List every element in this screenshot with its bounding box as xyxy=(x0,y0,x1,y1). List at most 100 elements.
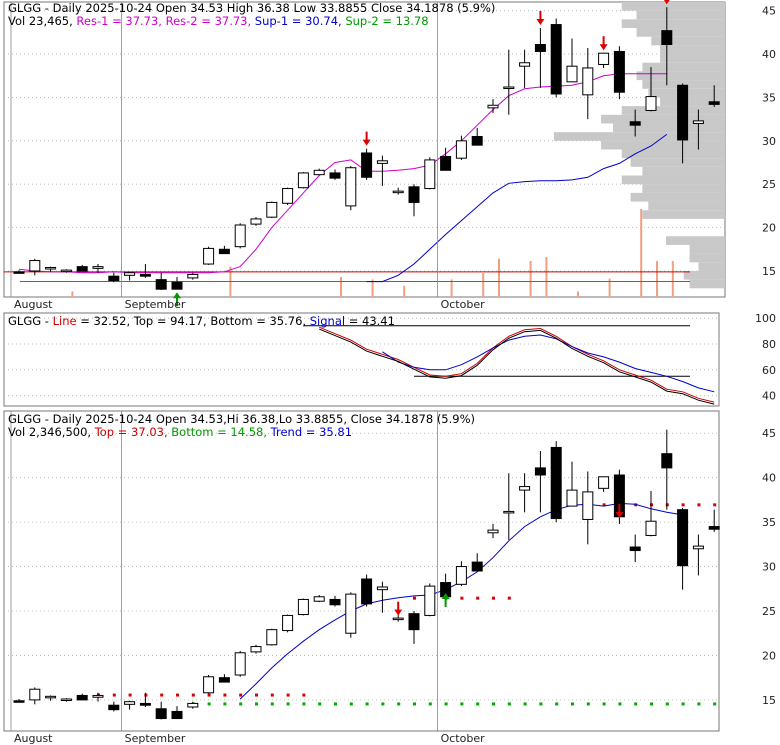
price-candle xyxy=(519,62,531,67)
volume-profile-bar xyxy=(636,10,725,20)
volume-profile-bar xyxy=(689,244,725,254)
oscillator-panel: 40 60 80 100 GLGG - Line = 32.52, Top = 94.… xyxy=(3,312,776,407)
price-candle xyxy=(708,101,720,105)
price-candle xyxy=(503,86,515,90)
trend-candle xyxy=(424,585,436,616)
trend-candle xyxy=(550,446,562,520)
bottom-dot xyxy=(223,702,227,706)
bottom-dot xyxy=(413,702,416,706)
bottom-dot xyxy=(586,702,590,706)
trend-x-axis: August September October xyxy=(10,411,485,745)
y-tick-25: 25 xyxy=(762,605,776,618)
trend-candle xyxy=(566,489,578,507)
trend-candle xyxy=(455,566,467,585)
trend-candle xyxy=(124,701,136,705)
volume-profile-bar xyxy=(660,54,725,63)
price-h2-0: Vol 23,465, xyxy=(8,14,76,28)
bottom-dot xyxy=(476,702,480,706)
trend-down-arrow xyxy=(615,511,624,518)
trend-candle xyxy=(582,491,594,520)
y-tick-35: 35 xyxy=(762,91,776,104)
bottom-dot xyxy=(460,702,464,706)
bottom-dot xyxy=(207,702,211,706)
volume-bar xyxy=(498,258,500,297)
volume-bar xyxy=(640,209,643,297)
bottom-dot xyxy=(318,702,322,706)
volume-profile-bar xyxy=(621,149,725,159)
bottom-dot xyxy=(634,702,638,706)
price-panel: 15 20 25 30 35 40 45 August September October GL… xyxy=(3,0,776,311)
oscillator-y-axis: 40 60 80 100 xyxy=(755,312,776,403)
osc-h-8: = 43.41 xyxy=(345,314,395,328)
volume-profile-bar xyxy=(612,123,725,133)
trend-candle xyxy=(92,694,104,698)
volume-profile-bar xyxy=(683,270,725,280)
trend-candle xyxy=(234,652,246,676)
x-tick-August: August xyxy=(14,298,53,311)
y-tick-35: 35 xyxy=(762,516,776,529)
trend-candle xyxy=(645,520,657,536)
osc-h-6: = 35.76, xyxy=(253,314,310,328)
top-dot xyxy=(507,596,511,600)
y-tick-45: 45 xyxy=(762,5,776,18)
volume-bar xyxy=(671,261,674,297)
y-tick-20: 20 xyxy=(762,222,776,235)
volume-profile-bar xyxy=(601,114,725,124)
price-candle xyxy=(471,135,483,146)
volume-profile-bar xyxy=(630,158,725,167)
price-candle xyxy=(408,186,420,203)
volume-profile-bar xyxy=(642,166,725,176)
y-tick-80: 80 xyxy=(762,338,776,351)
price-candle xyxy=(60,269,72,273)
price-candle xyxy=(424,159,436,190)
price-candle xyxy=(313,169,325,176)
y-tick-30: 30 xyxy=(762,561,776,574)
price-candle xyxy=(171,281,183,290)
bottom-dot xyxy=(507,702,511,706)
osc-h-0: GLGG - xyxy=(8,314,53,328)
volume-bars xyxy=(71,209,674,297)
price-candle xyxy=(297,172,309,189)
trend-candle xyxy=(29,688,41,701)
trend-candle xyxy=(108,704,120,711)
bottom-dot xyxy=(428,702,432,706)
price-h2-2: Res-2 = 37.73, xyxy=(166,14,255,28)
y-tick-40: 40 xyxy=(762,472,776,485)
price-candle xyxy=(45,267,57,270)
price-candle xyxy=(582,67,594,96)
price-y-axis: 15 20 25 30 35 40 45 xyxy=(762,5,776,278)
volume-profile-bar xyxy=(630,192,725,202)
price-h2-1: Res-1 = 37.73, xyxy=(76,14,165,28)
price-candle xyxy=(250,218,262,225)
down-arrow xyxy=(599,44,608,51)
price-candle xyxy=(282,188,294,204)
trend-candle xyxy=(266,629,278,646)
x-tick-October: October xyxy=(441,732,485,745)
bottom-dot xyxy=(302,702,306,706)
price-candle xyxy=(629,121,641,126)
volume-profile-bar xyxy=(698,262,725,271)
price-x-axis: August September October xyxy=(10,2,485,311)
price-candle xyxy=(155,279,167,290)
trend-candle xyxy=(708,526,720,530)
y-tick-40: 40 xyxy=(762,48,776,61)
volume-profile-bar xyxy=(621,2,725,11)
volume-profile-bar xyxy=(660,45,725,55)
bottom-dot xyxy=(665,702,669,706)
trend-candle xyxy=(171,710,183,720)
volume-profile-bar xyxy=(621,175,725,185)
volume-bar xyxy=(340,277,342,297)
trend-candle xyxy=(345,593,357,634)
volume-bar xyxy=(371,279,374,297)
price-candle xyxy=(76,266,88,272)
bottom-dot xyxy=(681,702,685,706)
price-candle xyxy=(376,160,388,164)
trend-candle xyxy=(519,486,531,491)
osc-h-3: Top xyxy=(133,314,153,328)
volume-bar xyxy=(450,279,453,297)
trend-candle xyxy=(297,598,309,616)
top-dot xyxy=(713,503,717,507)
volume-bar xyxy=(545,257,548,297)
trend-candle xyxy=(250,646,262,653)
price-candle xyxy=(598,52,610,65)
